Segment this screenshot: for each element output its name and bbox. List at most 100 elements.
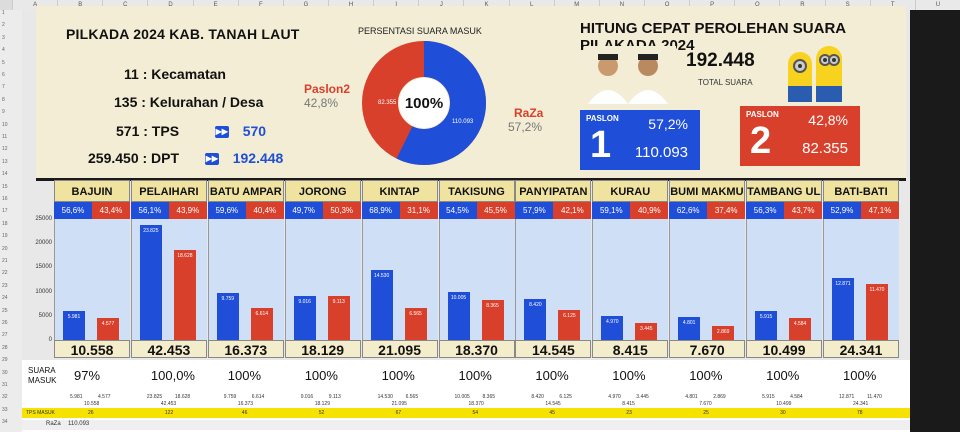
paslon1-bar-label: 5.915 [759, 314, 773, 320]
total-votes-value: 192.448 [686, 50, 755, 71]
raza-row-label: RaZa [46, 421, 61, 427]
row-number[interactable]: 13 [2, 158, 8, 165]
paslon2-small-value: 11.470 [867, 394, 882, 400]
column-header-cell[interactable]: Q [734, 0, 779, 10]
row-number[interactable]: 33 [2, 406, 8, 413]
district-column: JORONG 49,7% 50,3% 9.016 9.113 18.129 [284, 180, 361, 360]
select-all-corner[interactable] [0, 0, 12, 10]
paslon2-district-pct: 45,5% [476, 202, 515, 219]
district-name: BAJUIN [54, 180, 130, 202]
dpt-value: 192.448 [232, 150, 284, 166]
column-header-cell[interactable]: I [373, 0, 418, 10]
row-number[interactable]: 20 [2, 245, 8, 252]
column-header-cell[interactable]: D [147, 0, 192, 10]
row-number[interactable]: 19 [2, 233, 8, 240]
row-number[interactable]: 16 [2, 196, 8, 202]
row-number[interactable]: 5 [2, 59, 5, 66]
paslon1-bar-label: 4.970 [606, 319, 619, 325]
row-number[interactable]: 4 [2, 47, 5, 54]
row-number[interactable]: 18 [2, 220, 8, 227]
column-header-cell[interactable]: C [102, 0, 147, 10]
row-number[interactable]: 31 [2, 382, 8, 388]
spreadsheet-row-header: 1 2 3 4 5 6 7 8 9 10 11 12 13 14 15 16 17 18 19 20 21 22 23 24 2… [0, 10, 22, 432]
paslon1-small-value: 4.801 [685, 394, 698, 400]
row-number[interactable]: 3 [2, 34, 5, 41]
row-number[interactable]: 34 [2, 419, 8, 426]
district-pct-row: 49,7% 50,3% [284, 202, 361, 219]
row-number[interactable]: 6 [2, 72, 5, 78]
column-header-cell[interactable]: J [418, 0, 463, 10]
district-small-total: 24.341 [853, 401, 869, 407]
row-number[interactable]: 25 [2, 307, 8, 314]
paslon2-bar: 4.584 [789, 318, 812, 340]
column-header-cell[interactable]: U [914, 0, 960, 10]
column-header-cell[interactable]: O [643, 0, 689, 10]
tps-stat: 571 : TPS ▶▶ 570 [116, 123, 266, 139]
column-header-cell[interactable]: S [824, 0, 870, 10]
tps-masuk-value: 52 [318, 410, 325, 416]
paslon1-small-value: 4.970 [608, 394, 621, 400]
tps-masuk-value: 67 [395, 410, 402, 416]
column-header-cell[interactable]: T [869, 0, 915, 10]
paslon2-bar: 4.577 [97, 318, 119, 340]
row-number[interactable]: 8 [2, 96, 5, 103]
column-header-cell[interactable]: L [508, 0, 554, 10]
row-number[interactable]: 29 [2, 357, 8, 364]
row-number[interactable]: 23 [2, 282, 8, 289]
column-header-cell[interactable]: E [192, 0, 238, 10]
row-number[interactable]: 27 [2, 332, 8, 339]
paslon2-bar-label: 18.628 [177, 253, 193, 259]
row-number[interactable]: 21 [2, 258, 8, 264]
row-number[interactable]: 2 [2, 22, 5, 29]
y-tick-label: 0 [48, 337, 52, 343]
paslon2-bar-label: 3.445 [640, 326, 653, 332]
row-number[interactable]: 17 [2, 208, 8, 215]
row-number[interactable]: 9 [2, 109, 5, 116]
row-number[interactable]: 22 [2, 270, 8, 277]
district-column: KINTAP 68,9% 31,1% 14.530 6.565 21.095 [361, 180, 438, 360]
row-number[interactable]: 14 [2, 171, 8, 178]
district-column: TAKISUNG 54,5% 45,5% 10.005 8.365 18.370 [438, 180, 515, 360]
paslon2-small-value: 9.113 [328, 394, 341, 400]
column-header-cell[interactable]: A [12, 0, 57, 10]
district-pct-row: 59,1% 40,9% [592, 202, 669, 219]
row-number[interactable]: 11 [2, 134, 8, 140]
column-header-cell[interactable]: B [57, 0, 102, 10]
district-small-total: 21.095 [391, 401, 407, 407]
row-number[interactable]: 15 [2, 183, 8, 190]
column-header-cell[interactable]: K [463, 0, 508, 10]
column-header-cell[interactable]: M [553, 0, 599, 10]
paslon1-district-pct: 62,6% [669, 202, 708, 219]
column-header-cell[interactable]: G [282, 0, 328, 10]
row-number[interactable]: 32 [2, 394, 8, 401]
paslon2-small-value: 6.125 [559, 394, 572, 400]
district-total: 16.373 [207, 340, 284, 358]
column-header-cell[interactable]: P [689, 0, 734, 10]
column-header-cell[interactable]: R [779, 0, 824, 10]
row-number[interactable]: 7 [2, 84, 5, 91]
paslon2-bar-label: 6.125 [563, 313, 576, 319]
column-header-cell[interactable]: F [237, 0, 283, 10]
forward-arrow-icon: ▶▶ [214, 126, 229, 139]
donut-red-value: 82.355 [378, 100, 397, 106]
row-number[interactable]: 1 [2, 10, 5, 16]
paslon2-bar: 9.113 [327, 296, 350, 340]
paslon1-small-value: 5.981 [70, 394, 83, 400]
paslon2-district-pct: 37,4% [707, 202, 746, 219]
row-number[interactable]: 24 [2, 295, 8, 302]
column-header-cell[interactable]: N [598, 0, 644, 10]
raza-legend-label: RaZa [514, 106, 544, 120]
row-number[interactable]: 26 [2, 320, 8, 326]
row-number[interactable]: 30 [2, 369, 8, 376]
district-small-total: 18.129 [314, 401, 330, 407]
suara-masuk-pct: 100% [458, 368, 492, 383]
row-number[interactable]: 12 [2, 146, 8, 153]
row-number[interactable]: 28 [2, 344, 8, 351]
paslon2-small-value: 4.577 [98, 394, 111, 400]
row-number[interactable]: 10 [2, 121, 8, 128]
paslon2-bar-label: 6.565 [409, 311, 422, 317]
column-header-cell[interactable]: H [327, 0, 373, 10]
paslon1-label: PASLON [586, 114, 619, 123]
suara-masuk-pct: 100% [381, 368, 415, 383]
paslon1-district-pct: 56,3% [746, 202, 785, 219]
